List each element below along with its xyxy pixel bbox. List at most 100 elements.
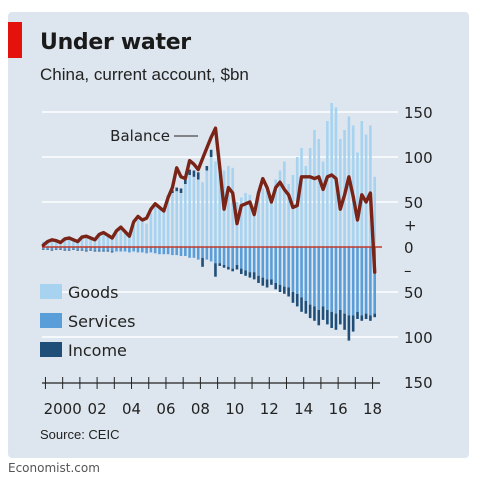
- income-bar: [188, 169, 191, 175]
- income-bar: [179, 188, 183, 193]
- chart-svg: 150 100 50 +0 – 50 100 150 2000 02 04 06 08 10 12 14 16…: [40, 103, 433, 442]
- income-bar: [326, 310, 329, 325]
- goods-bar: [184, 184, 187, 247]
- services-bar: [235, 247, 239, 265]
- goods-bar: [239, 197, 243, 247]
- footer-bar: [0, 458, 483, 482]
- services-bar: [295, 247, 299, 294]
- income-bar: [72, 248, 75, 250]
- goods-bar: [80, 238, 84, 247]
- services-bar: [171, 247, 174, 256]
- goods-bar: [369, 125, 372, 247]
- chart-subtitle: China, current account, $bn: [40, 65, 249, 84]
- y-tick-label: –: [404, 262, 412, 280]
- goods-bar: [291, 175, 295, 247]
- income-bar: [334, 313, 338, 330]
- services-bar: [287, 247, 290, 288]
- income-bar: [192, 170, 196, 177]
- income-bar: [222, 265, 226, 268]
- x-tick-label: 12: [260, 400, 279, 418]
- income-bar: [41, 248, 45, 250]
- goods-bar: [356, 152, 359, 247]
- goods-bar: [218, 175, 222, 247]
- income-bar: [244, 270, 247, 276]
- services-bar: [162, 247, 166, 255]
- income-bar: [93, 250, 97, 252]
- y-tick-label: 150: [404, 104, 433, 122]
- goods-bar: [93, 241, 97, 247]
- goods-bar: [313, 130, 316, 247]
- goods-bar: [287, 184, 290, 247]
- services-bar: [274, 247, 278, 283]
- services-bar: [153, 247, 157, 254]
- goods-bar: [192, 176, 196, 247]
- source-note: Source: CEIC: [40, 427, 119, 442]
- goods-bar: [50, 239, 54, 247]
- income-bar: [265, 279, 269, 288]
- services-bar: [356, 247, 359, 312]
- y-tick-label: 150: [404, 374, 433, 392]
- services-bar: [201, 247, 204, 258]
- income-bar: [369, 315, 372, 321]
- income-bar: [287, 287, 290, 297]
- income-bar: [184, 178, 187, 184]
- goods-bar: [244, 193, 247, 247]
- services-bar: [364, 247, 368, 314]
- income-bar: [239, 268, 243, 274]
- income-bar: [175, 187, 179, 192]
- goods-bar: [205, 170, 209, 247]
- services-bar: [291, 247, 295, 292]
- services-bar: [41, 247, 45, 249]
- services-bar: [145, 247, 148, 254]
- goods-bar: [171, 193, 174, 247]
- goods-bar: [102, 233, 105, 247]
- goods-bar: [149, 212, 153, 247]
- services-bar: [261, 247, 265, 278]
- services-bar: [184, 247, 187, 256]
- goods-bar: [67, 238, 71, 247]
- income-bar: [274, 283, 278, 290]
- services-bar: [132, 247, 135, 252]
- balance-line-path: [41, 126, 377, 274]
- services-bar: [149, 247, 153, 253]
- goods-bar: [54, 241, 58, 247]
- services-bar: [175, 247, 179, 256]
- goods-bar: [248, 194, 252, 247]
- goods-bar: [300, 148, 303, 247]
- services-bar: [59, 247, 62, 249]
- x-tick-label: 14: [294, 400, 313, 418]
- services-bar: [93, 247, 97, 251]
- services-bar: [119, 247, 123, 252]
- goods-bar: [360, 121, 364, 247]
- legend-goods-swatch: [40, 284, 62, 299]
- income-bar: [304, 301, 308, 314]
- goods-bar: [97, 235, 101, 247]
- services-bar: [326, 247, 329, 310]
- income-bar: [214, 263, 217, 277]
- legend: Goods Services Income: [40, 283, 135, 360]
- services-bar: [188, 247, 191, 258]
- services-bar: [80, 247, 84, 250]
- services-bar: [89, 247, 92, 250]
- goods-bar: [128, 234, 131, 247]
- services-bar: [338, 247, 342, 310]
- goods-bar: [63, 239, 67, 247]
- services-bar: [369, 247, 372, 316]
- goods-bar: [132, 225, 135, 247]
- services-bar: [140, 247, 144, 253]
- x-tick-label: 16: [329, 400, 348, 418]
- services-bar: [102, 247, 105, 251]
- y-tick-label: 50: [404, 194, 423, 212]
- services-bar: [179, 247, 183, 256]
- services-bar: [351, 247, 355, 316]
- income-bar: [278, 284, 282, 292]
- x-tick-label: 18: [363, 400, 382, 418]
- services-bar: [67, 247, 71, 250]
- services-bar: [265, 247, 269, 280]
- income-bar: [356, 311, 359, 319]
- services-bar: [85, 247, 88, 251]
- income-bar: [201, 257, 204, 267]
- goods-bar: [326, 121, 329, 247]
- goods-bar: [257, 193, 260, 247]
- goods-bar: [321, 161, 325, 247]
